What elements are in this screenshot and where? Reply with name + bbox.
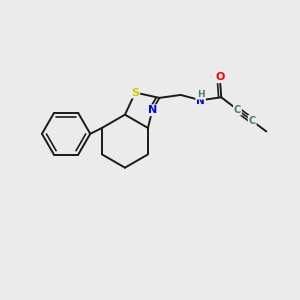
- Text: H: H: [197, 90, 205, 99]
- Text: C: C: [248, 116, 256, 126]
- Text: C: C: [234, 105, 241, 115]
- Text: N: N: [196, 96, 205, 106]
- Text: N: N: [148, 105, 157, 115]
- Text: O: O: [215, 72, 224, 82]
- Text: S: S: [131, 88, 139, 98]
